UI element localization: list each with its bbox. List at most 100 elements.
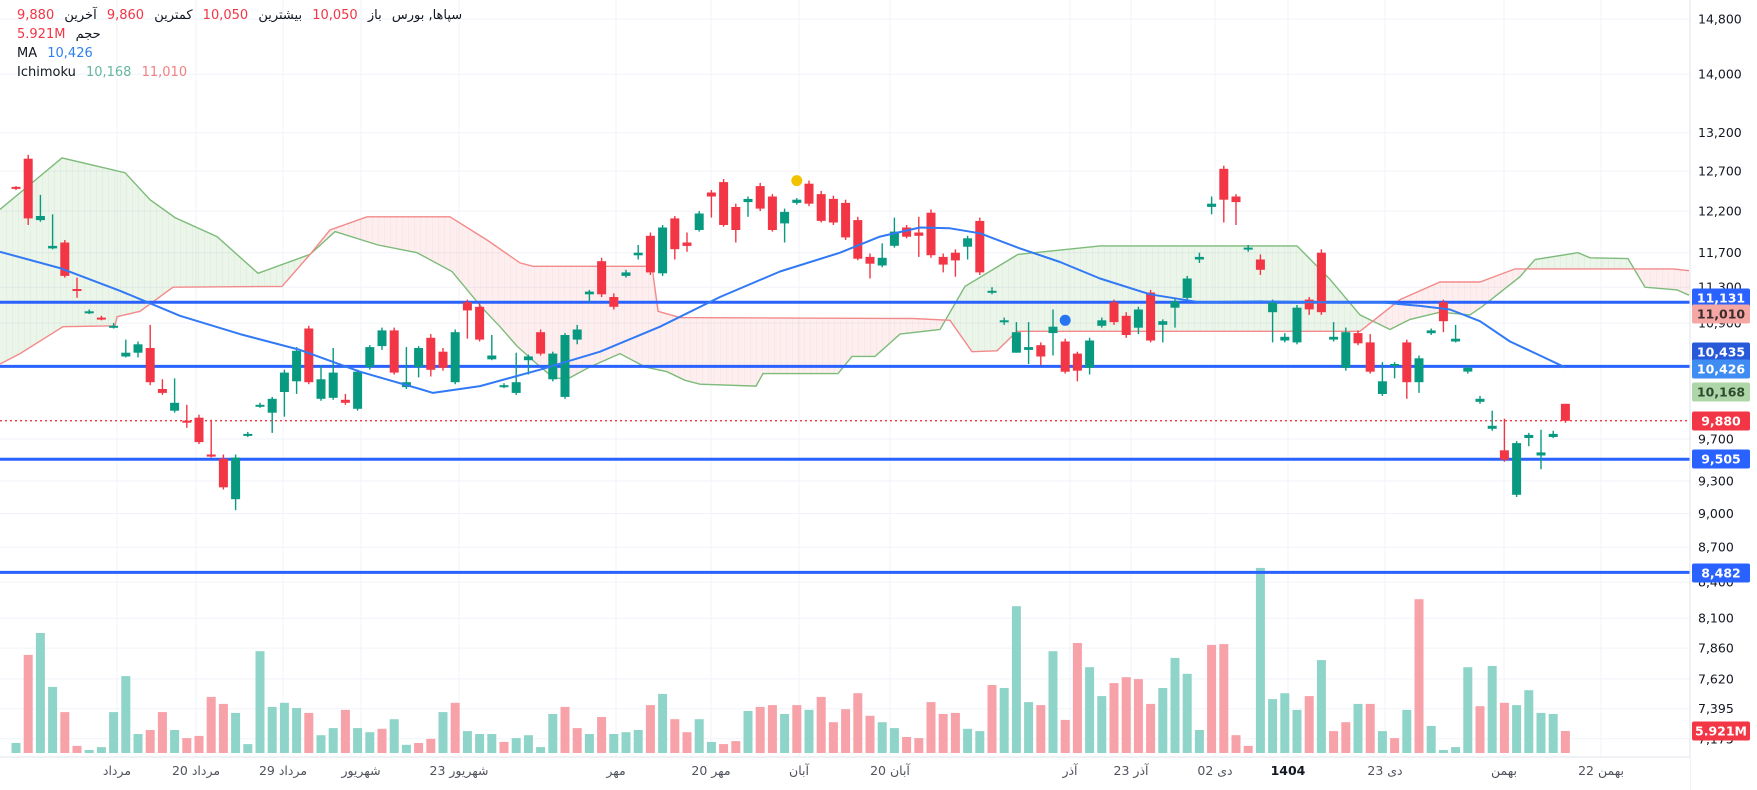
volume-bar bbox=[401, 744, 411, 753]
yellow-event-marker[interactable] bbox=[791, 175, 803, 187]
price-tick-label: 9,700 bbox=[1698, 432, 1734, 447]
volume-bar bbox=[340, 709, 350, 753]
candle bbox=[731, 207, 741, 230]
volume-bar bbox=[536, 747, 546, 753]
time-axis[interactable]: مرداد 20 مرداد 29 مرداد شهریور 23 شهریور مهر 2… bbox=[0, 756, 1690, 790]
price-tick-label: 9,300 bbox=[1698, 473, 1734, 488]
volume-bar bbox=[462, 731, 472, 753]
volume-bar bbox=[523, 735, 533, 753]
volume-bar bbox=[377, 728, 387, 753]
candle bbox=[35, 216, 45, 221]
volume-bar bbox=[938, 714, 948, 753]
volume-bar bbox=[157, 712, 167, 753]
volume-bar bbox=[633, 730, 643, 753]
price-badge: 10,168 bbox=[1692, 382, 1750, 402]
volume-bars bbox=[11, 567, 1570, 753]
price-tick-label: 7,620 bbox=[1698, 671, 1734, 686]
candle bbox=[816, 194, 826, 221]
volume-bar bbox=[11, 743, 21, 753]
volume-bar bbox=[621, 732, 631, 753]
svg-text:10,168: 10,168 bbox=[1697, 385, 1745, 400]
price-tick-label: 14,000 bbox=[1698, 67, 1742, 82]
price-axis[interactable]: 14,80014,00013,20012,70012,20011,70011,3… bbox=[1689, 0, 1757, 790]
volume-bar bbox=[987, 685, 997, 753]
candle bbox=[987, 290, 997, 293]
svg-text:11,010: 11,010 bbox=[1697, 307, 1746, 322]
candle bbox=[1109, 302, 1119, 323]
volume-bar bbox=[1133, 679, 1143, 753]
gridlines bbox=[0, 0, 1690, 757]
low-label: کمترین bbox=[154, 8, 193, 23]
price-tick-label: 7,860 bbox=[1698, 641, 1734, 656]
volume-bar bbox=[963, 728, 973, 753]
volume-bar bbox=[231, 712, 241, 753]
time-tick-label: 23 شهریور bbox=[430, 763, 489, 779]
volume-bar bbox=[1512, 705, 1522, 753]
volume-bar bbox=[1085, 667, 1095, 753]
candle bbox=[780, 211, 790, 224]
candle bbox=[1548, 433, 1558, 437]
volume-bar bbox=[438, 712, 448, 753]
candle bbox=[865, 256, 875, 264]
price-badge: 9,880 bbox=[1692, 411, 1750, 431]
candle bbox=[658, 227, 668, 274]
low-value: 9,860 bbox=[106, 8, 145, 23]
candle bbox=[914, 232, 924, 236]
candle bbox=[389, 330, 399, 373]
volume-bar bbox=[1268, 699, 1278, 753]
volume-bar bbox=[1048, 651, 1058, 753]
svg-text:9,880: 9,880 bbox=[1701, 414, 1741, 429]
candle bbox=[1292, 307, 1302, 343]
candle bbox=[902, 227, 912, 237]
volume-bar bbox=[60, 712, 70, 753]
volume-bar bbox=[755, 706, 765, 753]
volume-label: حجم bbox=[75, 27, 101, 42]
volume-bar bbox=[194, 735, 204, 753]
candle bbox=[340, 399, 350, 403]
blue-event-marker[interactable] bbox=[1059, 314, 1071, 326]
candle bbox=[1060, 341, 1070, 372]
candle bbox=[706, 192, 716, 197]
volume-bar bbox=[548, 714, 558, 753]
price-badge: 11,010 bbox=[1692, 304, 1750, 324]
volume-bar bbox=[1109, 683, 1119, 753]
volume-bar bbox=[1255, 567, 1265, 753]
volume-bar bbox=[950, 712, 960, 753]
volume-bar bbox=[255, 651, 265, 753]
candle bbox=[353, 371, 363, 409]
high-value: 10,050 bbox=[202, 8, 249, 23]
svg-text:11,131: 11,131 bbox=[1697, 291, 1745, 306]
candle bbox=[1048, 326, 1058, 334]
candle bbox=[1341, 332, 1351, 368]
volume-bar bbox=[743, 711, 753, 753]
volume-bar bbox=[560, 706, 570, 753]
time-tick-label: 20 مهر bbox=[691, 763, 730, 779]
price-badge: 5.921M bbox=[1692, 721, 1750, 741]
svg-text:9,505: 9,505 bbox=[1701, 452, 1741, 467]
volume-bar bbox=[853, 693, 863, 753]
volume-bar bbox=[1536, 712, 1546, 753]
candle bbox=[1182, 278, 1192, 298]
volume-bar bbox=[304, 712, 314, 753]
candle bbox=[1329, 336, 1339, 340]
candle bbox=[975, 220, 985, 273]
volume-bar bbox=[1280, 693, 1290, 753]
candle bbox=[1243, 247, 1253, 250]
volume-bar bbox=[121, 676, 131, 753]
candle bbox=[109, 325, 119, 328]
candle bbox=[1353, 333, 1363, 344]
candle bbox=[1170, 301, 1180, 308]
candle bbox=[1207, 203, 1217, 207]
senkou-green-line bbox=[0, 157, 1690, 387]
candle bbox=[157, 389, 167, 393]
ichimoku-red-value: 11,010 bbox=[141, 65, 188, 80]
volume-bar bbox=[328, 728, 338, 753]
volume-bar bbox=[1182, 673, 1192, 753]
candle bbox=[170, 402, 180, 411]
volume-bar bbox=[1097, 696, 1107, 753]
candle bbox=[1072, 353, 1082, 371]
candle bbox=[1499, 450, 1509, 460]
volume-bar bbox=[1024, 702, 1034, 753]
